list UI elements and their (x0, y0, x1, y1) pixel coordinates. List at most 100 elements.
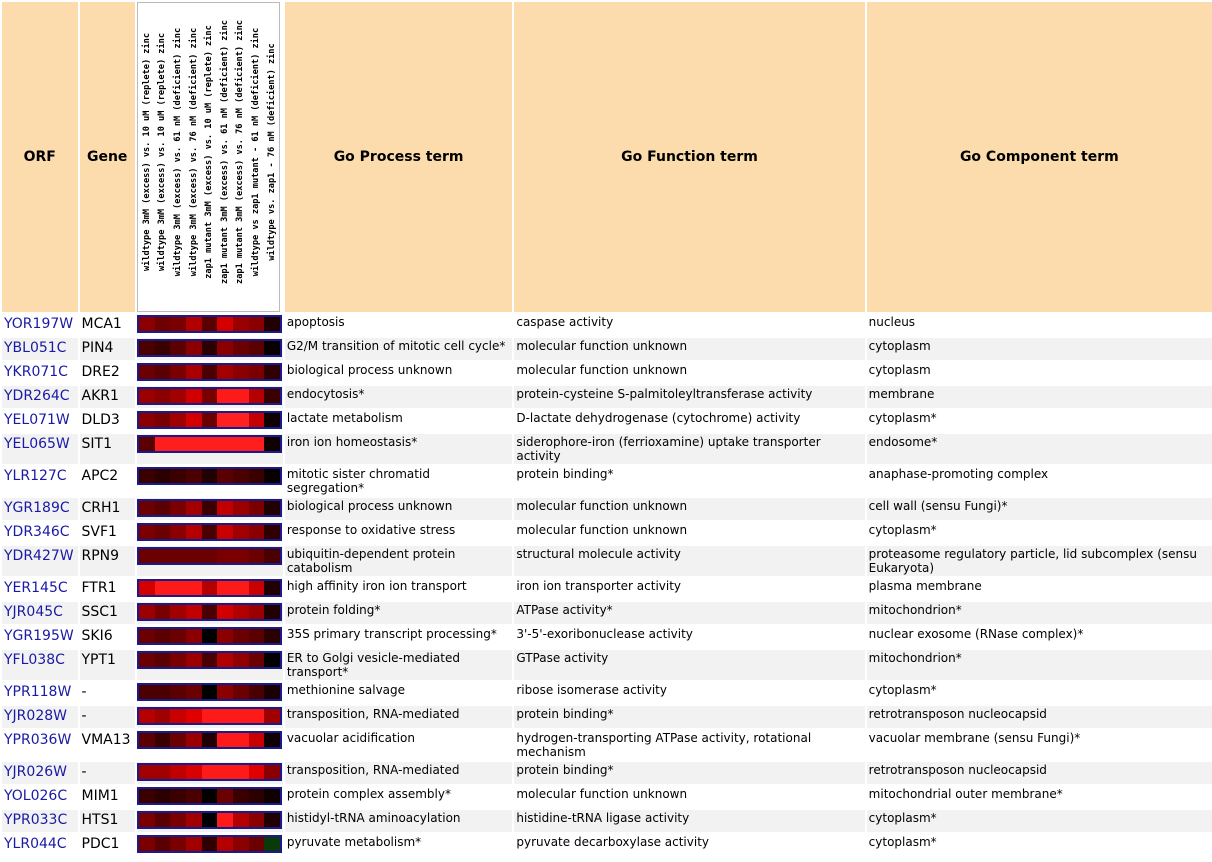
expression-heatmap[interactable] (136, 579, 282, 597)
orf-link[interactable]: YKR071C (4, 364, 68, 380)
process-cell: transposition, RNA-mediated (284, 706, 513, 728)
heatmap-cell (201, 837, 218, 851)
orf-link[interactable]: YLR044C (4, 836, 67, 852)
expression-heatmap[interactable] (136, 339, 282, 357)
orf-cell: YLR044C (2, 834, 78, 856)
expression-heatmap[interactable] (136, 787, 282, 805)
orf-link[interactable]: YGR195W (4, 628, 74, 644)
expression-heatmap[interactable] (136, 467, 282, 485)
experiment-label-text: wildtype 3mM (excess) vs. 10 uM (replete… (141, 33, 152, 271)
table-row: YGR195W SKI6 35S primary transcript proces… (2, 626, 1212, 648)
heatmap-cell (170, 437, 186, 451)
expression-heatmap[interactable] (136, 315, 282, 333)
function-cell: ATPase activity* (514, 602, 865, 624)
heatmap-cell (217, 389, 233, 403)
orf-link[interactable]: YER145C (4, 580, 68, 596)
experiment-label-text: zap1 mutant 3mM (excess) vs. 61 nM (defi… (219, 20, 230, 284)
orf-link[interactable]: YEL071W (4, 412, 70, 428)
expression-heatmap[interactable] (136, 835, 282, 853)
orf-link[interactable]: YFL038C (4, 652, 65, 668)
heatmap-cell (232, 685, 249, 699)
heatmap-cell (201, 317, 218, 331)
component-cell: cytoplasm* (866, 834, 1212, 856)
orf-cell: YPR033C (2, 810, 78, 832)
orf-link[interactable]: YEL065W (4, 436, 70, 452)
orf-link[interactable]: YJR026W (4, 764, 67, 780)
expression-heatmap[interactable] (136, 523, 282, 541)
process-cell: iron ion homeostasis* (284, 434, 513, 464)
component-cell: mitochondrial outer membrane* (866, 786, 1212, 808)
orf-link[interactable]: YBL051C (4, 340, 67, 356)
orf-link[interactable]: YLR127C (4, 468, 67, 484)
heatmap-cell (264, 581, 280, 595)
component-cell: retrotransposon nucleocapsid (866, 762, 1212, 784)
expression-heatmap[interactable] (136, 387, 282, 405)
component-cell: cytoplasm* (866, 410, 1212, 432)
orf-link[interactable]: YDR346C (4, 524, 70, 540)
function-cell: siderophore-iron (ferrioxamine) uptake t… (514, 434, 865, 464)
orf-cell: YEL071W (2, 410, 78, 432)
function-cell: histidine-tRNA ligase activity (514, 810, 865, 832)
orf-cell: YLR127C (2, 466, 78, 496)
orf-link[interactable]: YPR033C (4, 812, 68, 828)
function-cell: iron ion transporter activity (514, 578, 865, 600)
expression-heatmap[interactable] (136, 411, 282, 429)
orf-link[interactable]: YPR118W (4, 684, 72, 700)
orf-link[interactable]: YDR264C (4, 388, 70, 404)
expression-heatmap-cell (136, 434, 283, 464)
heatmap-cell (138, 789, 155, 803)
heatmap-cell (264, 765, 280, 779)
heatmap-cell (201, 365, 218, 379)
expression-heatmap[interactable] (136, 547, 282, 565)
expression-heatmap[interactable] (136, 651, 282, 669)
expression-heatmap-cell (136, 386, 283, 408)
heatmap-cell (248, 525, 265, 539)
heatmap-cell (185, 549, 202, 563)
heatmap-cell (185, 733, 202, 747)
heatmap-cell (232, 317, 249, 331)
orf-link[interactable]: YOL026C (4, 788, 68, 804)
heatmap-cell (185, 653, 202, 667)
orf-link[interactable]: YGR189C (4, 500, 70, 516)
heatmap-cell (201, 525, 218, 539)
gene-cell: DLD3 (79, 410, 135, 432)
component-cell: anaphase-promoting complex (866, 466, 1212, 496)
component-cell: cytoplasm* (866, 522, 1212, 544)
expression-heatmap[interactable] (136, 707, 282, 725)
expression-heatmap[interactable] (136, 811, 282, 829)
component-cell: plasma membrane (866, 578, 1212, 600)
expression-heatmap[interactable] (136, 683, 282, 701)
expression-heatmap[interactable] (136, 627, 282, 645)
expression-heatmap[interactable] (136, 499, 282, 517)
table-row: YKR071C DRE2 biological process unknown mol… (2, 362, 1212, 384)
heatmap-cell (264, 525, 280, 539)
heatmap-cell (138, 501, 155, 515)
gene-cell: MIM1 (79, 786, 135, 808)
expression-heatmap[interactable] (136, 731, 282, 749)
orf-link[interactable]: YJR028W (4, 708, 67, 724)
orf-link[interactable]: YDR427W (4, 548, 74, 564)
heatmap-cell (248, 469, 265, 483)
heatmap-cell (232, 389, 249, 403)
heatmap-cell (248, 605, 265, 619)
orf-link[interactable]: YOR197W (4, 316, 74, 332)
expression-heatmap-cell (136, 650, 283, 680)
expression-heatmap[interactable] (136, 363, 282, 381)
expression-heatmap[interactable] (136, 603, 282, 621)
expression-heatmap[interactable] (136, 435, 282, 453)
heatmap-cell (264, 837, 280, 851)
heatmap-cell (232, 813, 249, 827)
orf-link[interactable]: YJR045C (4, 604, 63, 620)
heatmap-cell (185, 437, 202, 451)
expression-heatmap[interactable] (136, 763, 282, 781)
heatmap-cell (217, 525, 233, 539)
function-cell: ribose isomerase activity (514, 682, 865, 704)
component-cell: mitochondrion* (866, 650, 1212, 680)
heatmap-cell (264, 813, 280, 827)
function-cell: molecular function unknown (514, 522, 865, 544)
gene-cell: SKI6 (79, 626, 135, 648)
heatmap-cell (217, 765, 233, 779)
orf-link[interactable]: YPR036W (4, 732, 72, 748)
orf-cell: YFL038C (2, 650, 78, 680)
orf-cell: YER145C (2, 578, 78, 600)
